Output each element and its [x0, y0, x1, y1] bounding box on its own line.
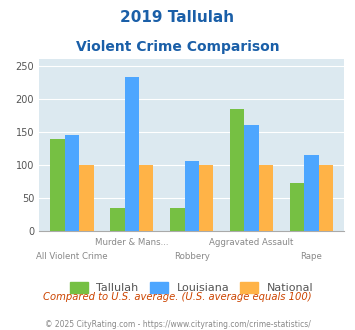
- Bar: [290, 183, 304, 231]
- Text: All Violent Crime: All Violent Crime: [36, 251, 108, 261]
- Text: Murder & Mans...: Murder & Mans...: [95, 238, 169, 247]
- Text: Compared to U.S. average. (U.S. average equals 100): Compared to U.S. average. (U.S. average …: [43, 292, 312, 302]
- Bar: [244, 125, 259, 231]
- Bar: [259, 165, 273, 231]
- Text: Aggravated Assault: Aggravated Assault: [209, 238, 294, 247]
- Bar: [185, 161, 199, 231]
- Bar: [170, 208, 185, 231]
- Text: Violent Crime Comparison: Violent Crime Comparison: [76, 40, 279, 53]
- Bar: [110, 208, 125, 231]
- Text: © 2025 CityRating.com - https://www.cityrating.com/crime-statistics/: © 2025 CityRating.com - https://www.city…: [45, 320, 310, 329]
- Bar: [230, 109, 244, 231]
- Text: Robbery: Robbery: [174, 251, 210, 261]
- Bar: [304, 155, 318, 231]
- Legend: Tallulah, Louisiana, National: Tallulah, Louisiana, National: [65, 278, 318, 298]
- Bar: [125, 77, 139, 231]
- Text: Rape: Rape: [300, 251, 322, 261]
- Text: 2019 Tallulah: 2019 Tallulah: [120, 10, 235, 25]
- Bar: [65, 135, 79, 231]
- Bar: [199, 165, 213, 231]
- Bar: [79, 165, 93, 231]
- Bar: [139, 165, 153, 231]
- Bar: [318, 165, 333, 231]
- Bar: [50, 139, 65, 231]
